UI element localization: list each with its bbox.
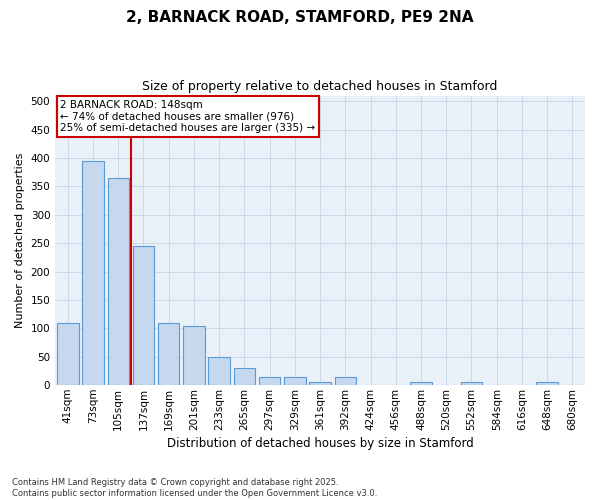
Text: 2 BARNACK ROAD: 148sqm
← 74% of detached houses are smaller (976)
25% of semi-de: 2 BARNACK ROAD: 148sqm ← 74% of detached… [61,100,316,133]
Bar [82,161,104,385]
Bar [461,382,482,385]
Bar [233,368,255,385]
Bar [259,376,280,385]
Bar [208,357,230,385]
Text: Contains HM Land Registry data © Crown copyright and database right 2025.
Contai: Contains HM Land Registry data © Crown c… [12,478,377,498]
Bar [335,376,356,385]
Bar [158,322,179,385]
Bar [310,382,331,385]
Y-axis label: Number of detached properties: Number of detached properties [15,152,25,328]
Bar [183,326,205,385]
Bar [57,322,79,385]
Bar [284,376,305,385]
Bar [410,382,432,385]
Bar [536,382,558,385]
X-axis label: Distribution of detached houses by size in Stamford: Distribution of detached houses by size … [167,437,473,450]
Bar [133,246,154,385]
Bar [107,178,129,385]
Title: Size of property relative to detached houses in Stamford: Size of property relative to detached ho… [142,80,498,93]
Text: 2, BARNACK ROAD, STAMFORD, PE9 2NA: 2, BARNACK ROAD, STAMFORD, PE9 2NA [126,10,474,25]
